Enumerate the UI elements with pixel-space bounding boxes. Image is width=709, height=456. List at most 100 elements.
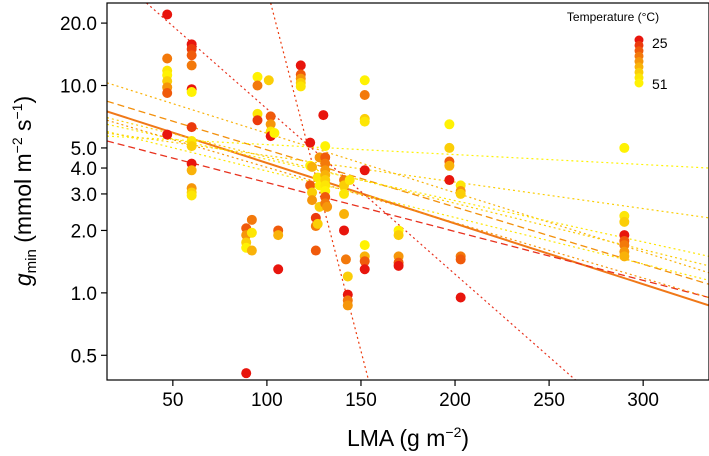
fit-line-steep-1 [146, 3, 576, 380]
x-tick-label: 250 [533, 390, 565, 411]
fit-line-fit-d [107, 135, 709, 169]
y-tick-label: 2.0 [71, 221, 97, 242]
data-point [359, 165, 370, 176]
x-axis-title-unit: g m [407, 425, 445, 451]
data-point [186, 87, 197, 98]
x-axis-title: LMA (g m−2) [347, 424, 469, 451]
data-point [186, 165, 197, 176]
x-axis-ticks: 50 100 150 200 250 300 [162, 380, 659, 411]
data-point [342, 300, 353, 311]
data-point [307, 161, 318, 172]
fit-line-fit-e [107, 130, 709, 281]
fit-line-fit-a [107, 82, 709, 274]
data-point [339, 225, 350, 236]
y-axis-ticks: 0.5 1.0 2.0 3.0 4.05.0 10.0 20.0 [60, 14, 107, 367]
x-tick-label: 200 [439, 390, 471, 411]
fit-line-fit-mid-dashed [107, 100, 709, 285]
data-point [359, 256, 370, 267]
data-point [455, 188, 466, 199]
legend-color-dot [634, 78, 644, 88]
data-point [339, 209, 350, 220]
y-tick-label: 0.5 [71, 346, 97, 367]
data-point [455, 292, 466, 303]
data-point [307, 187, 318, 198]
x-tick-label: 150 [345, 390, 377, 411]
data-point [359, 116, 370, 127]
data-point [444, 160, 455, 171]
data-point [320, 141, 331, 152]
data-point [340, 254, 351, 265]
data-point [318, 110, 329, 121]
data-point [393, 230, 404, 241]
data-point [619, 216, 630, 227]
data-point [162, 88, 173, 99]
data-point [263, 75, 274, 86]
data-point [246, 214, 257, 225]
y-axis-title-sub: min [23, 249, 40, 273]
legend-title: Temperature (°C) [567, 10, 659, 24]
data-point [162, 9, 173, 20]
fit-line-overall [107, 110, 709, 307]
data-point [359, 240, 370, 251]
x-axis-title-exp: −2 [445, 424, 461, 440]
y-tick-label: 3.0 [71, 185, 97, 206]
y-axis-title-exp1: −2 [9, 137, 25, 153]
data-point [619, 142, 630, 153]
data-point [455, 254, 466, 265]
data-point [252, 80, 263, 91]
y-axis-title: gmin (mmol m−2 s−1) [9, 96, 40, 286]
data-point [359, 90, 370, 101]
data-point [186, 190, 197, 201]
y-axis-title-mid: s [10, 119, 36, 137]
data-point [162, 129, 173, 140]
fit-line-fit-c [107, 123, 709, 257]
y-tick-label: 1.0 [71, 284, 97, 305]
data-point [186, 60, 197, 71]
data-point [344, 175, 355, 186]
x-tick-label: 300 [627, 390, 659, 411]
data-point [322, 201, 333, 212]
data-point [444, 142, 455, 153]
data-point [162, 53, 173, 64]
legend-min-label: 25 [652, 35, 668, 51]
y-axis-title-unit: (mmol m [10, 153, 36, 249]
data-point [265, 119, 276, 130]
plot-frame [106, 2, 709, 381]
data-point [619, 251, 630, 262]
data-point [252, 115, 263, 126]
colorbar-legend: Temperature (°C) 25 51 [567, 10, 668, 92]
data-point [269, 128, 280, 139]
data-point [342, 271, 353, 282]
data-point [295, 81, 306, 92]
x-axis-title-main: LMA [347, 425, 395, 451]
data-point [273, 230, 284, 241]
legend-max-label: 51 [652, 76, 668, 92]
y-axis-title-close: ) [10, 96, 36, 104]
data-point [265, 111, 276, 122]
data-point [312, 218, 323, 229]
y-axis-title-main: g [10, 273, 36, 286]
x-tick-label: 50 [162, 390, 183, 411]
data-point [246, 245, 257, 256]
y-tick-label: 10.0 [60, 77, 97, 98]
x-tick-label: 100 [251, 390, 283, 411]
data-point [307, 195, 318, 206]
data-point [393, 260, 404, 271]
y-axis-title-exp2: −1 [9, 103, 25, 119]
data-point [186, 122, 197, 133]
data-point [252, 71, 263, 82]
fit-line-fit-25-dashed [107, 140, 709, 299]
x-axis-title-close: ) [461, 425, 469, 451]
data-point [444, 119, 455, 130]
data-point [305, 137, 316, 148]
y-tick-label: 5.0 [71, 139, 97, 160]
data-point [186, 50, 197, 61]
fit-line-fit-b [107, 117, 709, 267]
data-point [310, 245, 321, 256]
data-point [246, 227, 257, 238]
data-point [359, 264, 370, 275]
fit-lines [107, 3, 709, 380]
data-points [162, 9, 630, 379]
data-point [186, 141, 197, 152]
